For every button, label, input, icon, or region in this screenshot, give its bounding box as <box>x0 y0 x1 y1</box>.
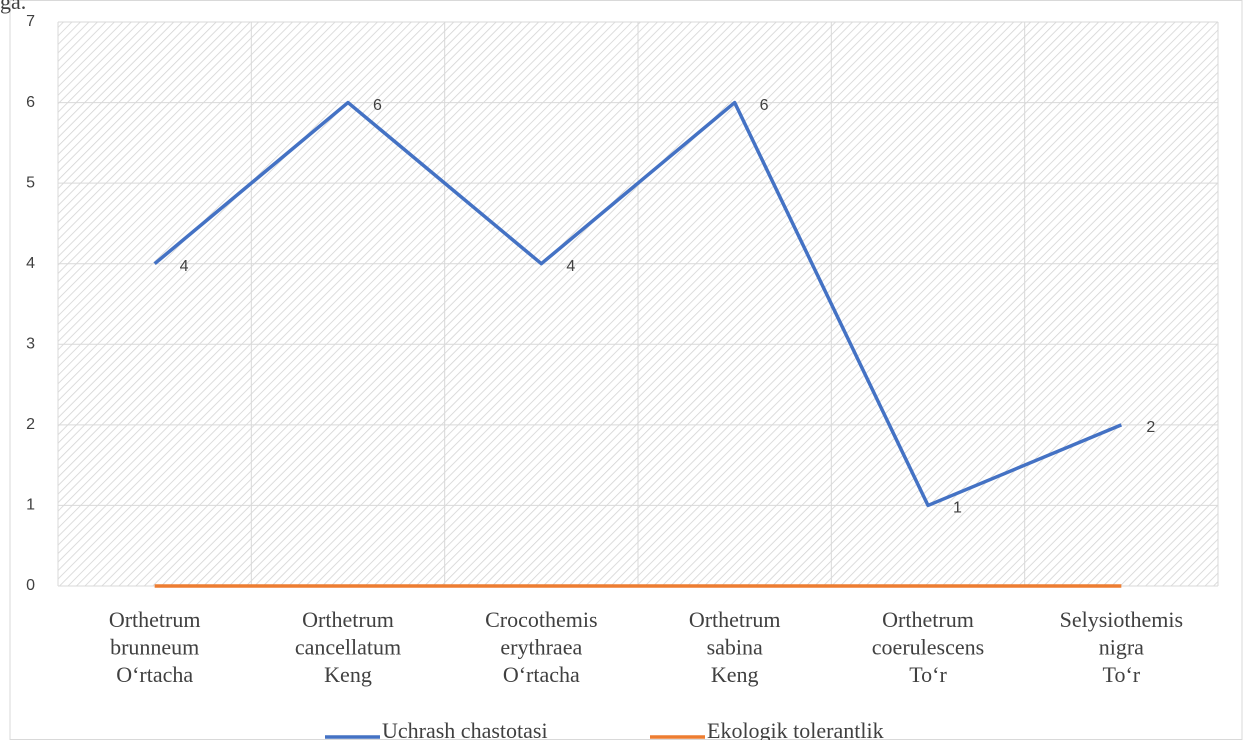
x-tick-label: Crocothemis erythraea O‘rtacha <box>485 607 597 687</box>
data-label: 1 <box>953 500 962 517</box>
legend-label: Uchrash chastotasi <box>382 718 548 740</box>
y-tick-label: 1 <box>26 497 35 514</box>
data-label: 6 <box>760 97 769 114</box>
data-label: 6 <box>373 97 382 114</box>
y-tick-label: 3 <box>26 336 35 353</box>
y-tick-label: 5 <box>26 174 35 191</box>
x-tick-label: Selysiothemis nigra To‘r <box>1060 607 1183 687</box>
y-tick-label: 4 <box>26 255 35 272</box>
y-tick-label: 0 <box>26 577 35 594</box>
legend-label: Ekologik tolerantlik <box>707 718 884 740</box>
data-label: 4 <box>566 258 575 275</box>
x-tick-label: Orthetrum coerulescens To‘r <box>872 607 984 687</box>
y-tick-label: 2 <box>26 416 35 433</box>
data-label: 2 <box>1146 419 1155 436</box>
series-line <box>153 100 1123 508</box>
x-tick-label: Orthetrum cancellatum Keng <box>295 607 401 687</box>
y-tick-label: 6 <box>26 94 35 111</box>
data-label: 4 <box>180 258 189 275</box>
x-tick-label: Orthetrum sabina Keng <box>689 607 781 687</box>
x-tick-label: Orthetrum brunneum O‘rtacha <box>109 607 201 687</box>
y-tick-label: 7 <box>26 13 35 30</box>
above-text: ga. <box>0 0 26 14</box>
